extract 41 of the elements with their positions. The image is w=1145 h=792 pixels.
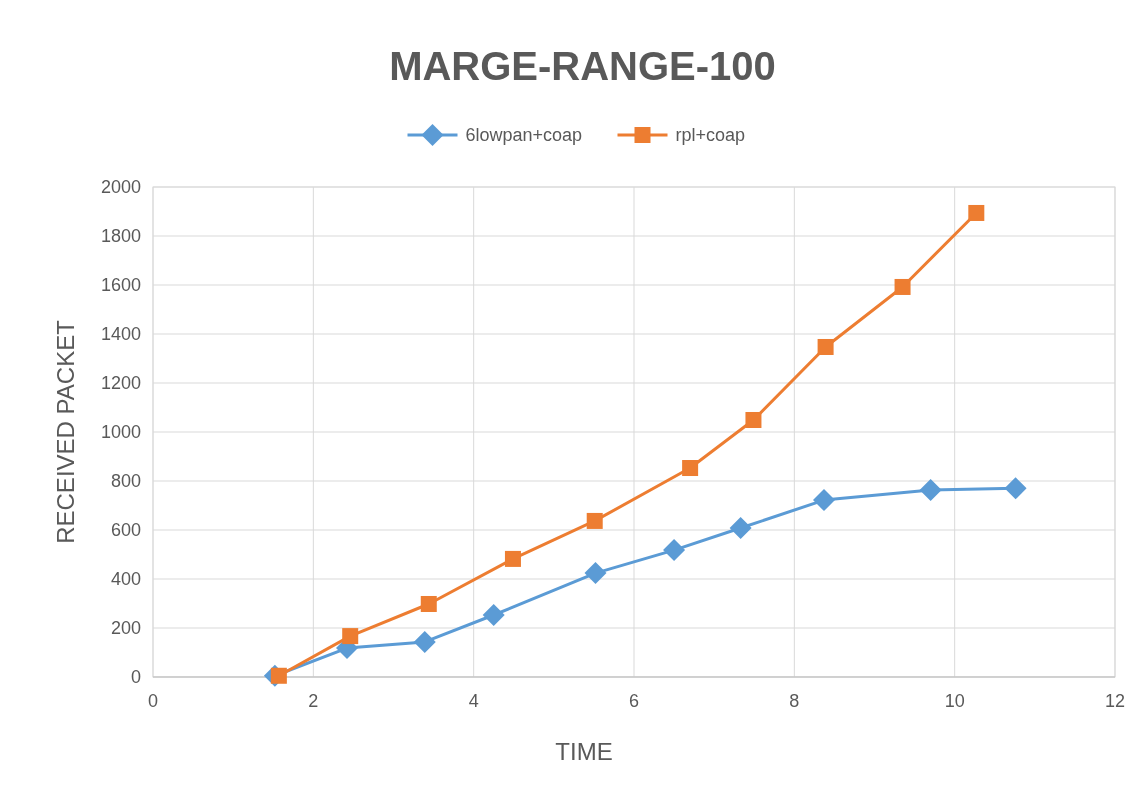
y-tick-label: 0 bbox=[130, 667, 141, 688]
x-tick-label: 10 bbox=[944, 691, 965, 711]
y-tick-label: 400 bbox=[110, 569, 141, 590]
point bbox=[586, 512, 603, 529]
point bbox=[482, 604, 505, 627]
point bbox=[663, 539, 686, 562]
point bbox=[968, 204, 985, 221]
point bbox=[894, 278, 911, 295]
point bbox=[745, 412, 762, 428]
point bbox=[270, 667, 287, 684]
x-tick-label: 2 bbox=[308, 691, 319, 711]
point bbox=[420, 595, 437, 612]
x-tick-label: 6 bbox=[628, 691, 640, 711]
x-tick-label: 12 bbox=[1104, 691, 1126, 711]
y-tick-label: 1600 bbox=[100, 275, 141, 296]
y-tick-label: 1400 bbox=[100, 324, 141, 345]
y-tick-label: 2000 bbox=[100, 177, 141, 198]
point bbox=[812, 489, 835, 512]
y-tick-label: 1000 bbox=[100, 422, 141, 443]
y-tick-label: 200 bbox=[110, 618, 141, 639]
point bbox=[682, 460, 699, 477]
point bbox=[1004, 477, 1027, 500]
y-tick-label: 1800 bbox=[100, 226, 141, 247]
y-tick-label: 800 bbox=[110, 471, 141, 492]
legend-label: rpl+coap bbox=[675, 125, 746, 146]
legend-label: 6lowpan+coap bbox=[465, 125, 583, 146]
point bbox=[919, 479, 942, 502]
x-axis-title: TIME bbox=[555, 738, 613, 765]
y-tick-label: 1200 bbox=[100, 373, 141, 394]
x-tick-label: 4 bbox=[468, 691, 479, 711]
point bbox=[817, 338, 834, 355]
point bbox=[413, 630, 436, 653]
x-tick-label: 8 bbox=[789, 691, 800, 711]
point bbox=[729, 517, 752, 540]
chart-title: MARGE-RANGE-100 bbox=[389, 44, 776, 88]
point bbox=[342, 628, 359, 645]
y-axis-title: RECEIVED PACKET bbox=[52, 319, 79, 544]
x-tick-label: 0 bbox=[147, 691, 159, 711]
point bbox=[504, 550, 521, 567]
y-tick-label: 600 bbox=[110, 520, 141, 541]
point bbox=[584, 562, 607, 585]
